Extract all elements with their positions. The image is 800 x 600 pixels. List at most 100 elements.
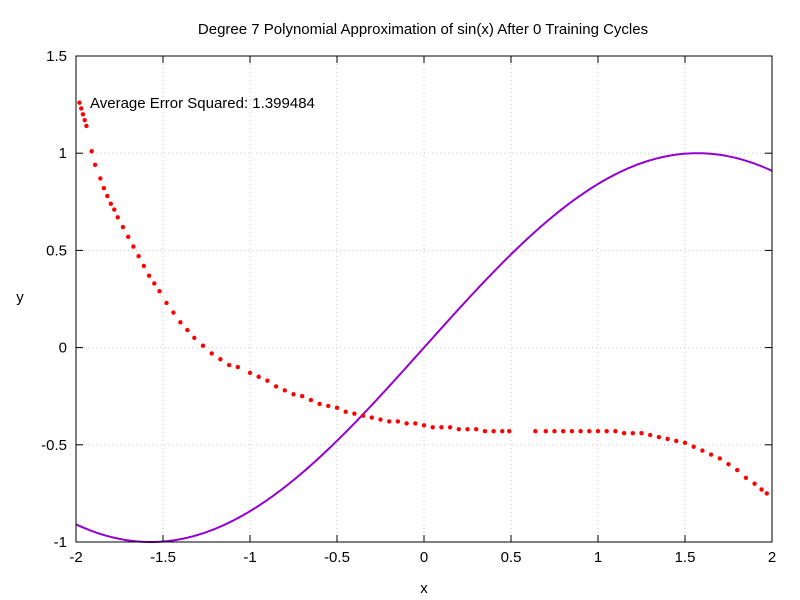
approximation-point [101, 185, 107, 191]
approximation-point [98, 176, 103, 181]
approximation-point [226, 362, 232, 368]
y-tick-label: -0.5 [41, 437, 67, 454]
approximation-point [378, 417, 383, 422]
x-tick-label: 1 [594, 549, 602, 566]
approximation-point [682, 440, 688, 446]
ticks: -2 -1.5 -1 -0.5 0 0.5 1 1.5 2 -1 -0.5 0 0.5 1 1.5 [41, 48, 776, 566]
approximation-point [491, 428, 496, 434]
approximation-point [533, 428, 538, 434]
approximation-point [256, 374, 261, 379]
approximation-point [630, 430, 635, 436]
approximation-point [604, 428, 609, 434]
approximation-point [265, 378, 270, 383]
approximation-point [171, 310, 176, 315]
approximation-point [80, 112, 86, 117]
approximation-point [552, 428, 557, 434]
approximation-point [209, 351, 214, 356]
approximation-point [395, 419, 401, 424]
approximation-point [439, 425, 444, 430]
approximation-point [185, 327, 190, 333]
approximation-point [587, 428, 592, 434]
sin-curve [75, 152, 773, 544]
y-tick-label: 0.5 [46, 242, 67, 259]
approximation-point [112, 207, 117, 212]
approximation-point [708, 452, 714, 457]
approximation-point [430, 425, 435, 430]
approximation-point [648, 432, 653, 438]
approximation-point [500, 428, 505, 434]
approximation-point [152, 281, 157, 286]
approximation-point [764, 491, 769, 496]
approximation-point [456, 427, 461, 432]
approximation-point [146, 273, 152, 278]
approximation-point [126, 234, 131, 239]
x-tick-label: -1 [243, 549, 256, 566]
chart-title: Degree 7 Polynomial Approximation of sin… [198, 21, 648, 38]
approximation-point [77, 100, 82, 105]
y-tick-label: 1.5 [46, 48, 67, 65]
approximation-point [421, 423, 427, 428]
approximation-point [595, 428, 601, 434]
approximation-point [447, 425, 453, 430]
approximation-point [108, 201, 114, 206]
approximation-point [465, 427, 470, 432]
approximation-point [674, 438, 679, 444]
x-tick-label: -1.5 [150, 549, 176, 566]
approximation-point [752, 481, 757, 486]
approximation-point [308, 397, 314, 403]
approximation-point [639, 430, 644, 436]
x-tick-label: 2 [768, 549, 776, 566]
approximation-point [89, 149, 94, 154]
grid [76, 56, 772, 542]
approximation-point [300, 394, 305, 399]
approximation-point [218, 357, 223, 362]
approximation-point [569, 428, 575, 434]
approximation-point [613, 428, 618, 434]
approximation-point [735, 467, 740, 473]
approximation-point [343, 409, 348, 414]
approximation-point [235, 364, 241, 370]
x-axis-label: x [420, 580, 428, 597]
approximation-point [360, 413, 366, 418]
approximation-point [131, 244, 136, 249]
approximation-point [352, 411, 357, 416]
approximation-point [317, 401, 322, 407]
y-tick-label: 1 [59, 145, 67, 162]
approximation-point [656, 434, 662, 440]
series-layer [75, 100, 773, 544]
error-annotation: Average Error Squared: 1.399484 [90, 95, 315, 112]
approximation-point [273, 384, 279, 389]
approximation-point [105, 193, 110, 199]
approximation-point [136, 254, 141, 259]
approximation-point [92, 162, 98, 168]
approximation-point [482, 428, 488, 434]
approximation-point [621, 430, 627, 436]
approximation-point [543, 428, 548, 434]
approximation-point [84, 123, 89, 129]
x-tick-label: 0 [420, 549, 428, 566]
approximation-point [115, 215, 120, 220]
approximation-point [120, 224, 126, 230]
approximation-point [369, 415, 374, 420]
x-tick-label: -0.5 [324, 549, 350, 566]
approximation-point [404, 421, 409, 426]
y-axis-label: y [16, 289, 24, 306]
y-tick-label: 0 [59, 340, 67, 357]
approximation-point [665, 436, 670, 442]
approximation-point [79, 106, 84, 111]
approximation-point [334, 405, 340, 411]
approximation-point [157, 289, 162, 294]
approximation-point [726, 462, 731, 467]
approximation-point [200, 343, 206, 348]
approximation-point [326, 403, 331, 409]
y-tick-label: -1 [54, 534, 67, 551]
approximation-point [178, 320, 183, 325]
approximation-point [578, 428, 583, 434]
approximation-point [164, 300, 169, 306]
approximation-point [561, 428, 566, 434]
approximation-point [387, 419, 392, 424]
approximation-point [507, 428, 512, 434]
x-tick-label: 0.5 [501, 549, 522, 566]
